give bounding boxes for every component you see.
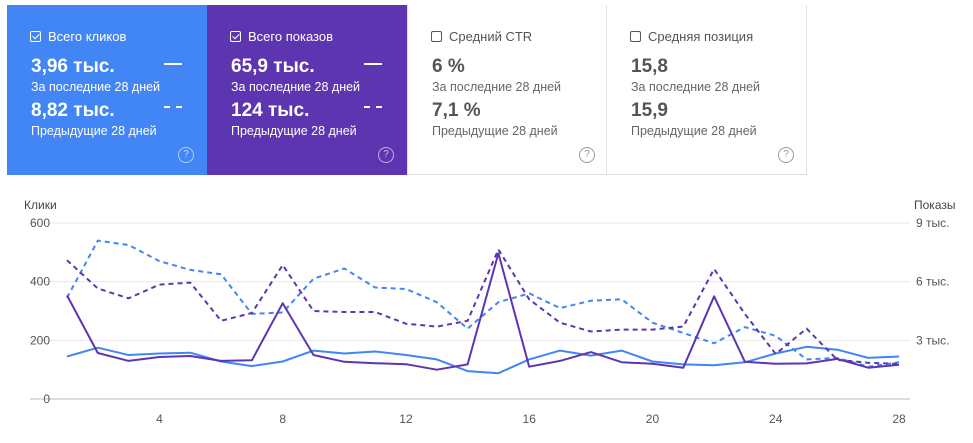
previous-value: 124 тыс.: [231, 100, 310, 121]
card-average-ctr[interactable]: Средний CTR 6 % За последние 28 дней 7,1…: [407, 5, 607, 175]
card-title: Средняя позиция: [648, 29, 754, 44]
right-axis-label: Показы: [914, 198, 955, 212]
help-icon[interactable]: ?: [579, 147, 595, 163]
dashed-line-legend-icon: [364, 106, 382, 108]
x-tick-label: 8: [279, 412, 286, 426]
left-tick-label: 200: [30, 333, 50, 347]
current-period-label: За последние 28 дней: [231, 80, 361, 94]
previous-value: 8,82 тыс.: [31, 100, 115, 121]
series-line-impressions-dashed: [66, 248, 900, 365]
metric-cards: Всего кликов 3,96 тыс. За последние 28 д…: [7, 5, 807, 175]
left-axis-label: Клики: [24, 198, 57, 212]
card-title: Всего показов: [248, 29, 333, 44]
x-tick-label: 24: [769, 412, 783, 426]
current-value: 15,8: [631, 56, 668, 77]
checkbox-icon[interactable]: [230, 31, 241, 42]
x-tick-label: 4: [156, 412, 163, 426]
previous-period-label: Предыдущие 28 дней: [432, 124, 558, 138]
previous-period-label: Предыдущие 28 дней: [631, 124, 757, 138]
previous-value: 7,1 %: [432, 100, 481, 121]
help-icon[interactable]: ?: [378, 147, 394, 163]
current-value: 3,96 тыс.: [31, 56, 115, 77]
left-tick-label: 400: [30, 275, 50, 289]
card-total-impressions[interactable]: Всего показов 65,9 тыс. За последние 28 …: [207, 5, 407, 175]
right-tick-label: 3 тыс.: [916, 333, 949, 347]
card-title: Средний CTR: [449, 29, 533, 44]
card-total-clicks[interactable]: Всего кликов 3,96 тыс. За последние 28 д…: [7, 5, 207, 175]
card-average-position[interactable]: Средняя позиция 15,8 За последние 28 дне…: [607, 5, 807, 175]
right-tick-label: 6 тыс.: [916, 275, 949, 289]
checkbox-icon[interactable]: [30, 31, 41, 42]
current-period-label: За последние 28 дней: [631, 80, 761, 94]
dashed-line-legend-icon: [164, 106, 182, 108]
checkbox-icon[interactable]: [431, 31, 442, 42]
series-line-impressions-solid: [66, 252, 900, 371]
checkbox-icon[interactable]: [630, 31, 641, 42]
solid-line-legend-icon: [164, 63, 182, 65]
current-value: 65,9 тыс.: [231, 56, 315, 77]
series-line-clicks-dashed: [66, 239, 900, 368]
left-tick-label: 0: [43, 392, 50, 406]
series-line-clicks-solid: [66, 345, 900, 375]
card-title: Всего кликов: [48, 29, 127, 44]
current-period-label: За последние 28 дней: [432, 80, 562, 94]
x-tick-label: 12: [399, 412, 413, 426]
previous-period-label: Предыдущие 28 дней: [31, 124, 157, 138]
help-icon[interactable]: ?: [178, 147, 194, 163]
previous-value: 15,9: [631, 100, 668, 121]
current-period-label: За последние 28 дней: [31, 80, 161, 94]
current-value: 6 %: [432, 56, 465, 77]
right-tick-label: 9 тыс.: [916, 216, 949, 230]
solid-line-legend-icon: [364, 63, 382, 65]
x-tick-label: 16: [523, 412, 537, 426]
x-tick-label: 28: [892, 412, 906, 426]
left-tick-label: 600: [30, 216, 50, 230]
help-icon[interactable]: ?: [778, 147, 794, 163]
x-tick-label: 20: [646, 412, 660, 426]
previous-period-label: Предыдущие 28 дней: [231, 124, 357, 138]
